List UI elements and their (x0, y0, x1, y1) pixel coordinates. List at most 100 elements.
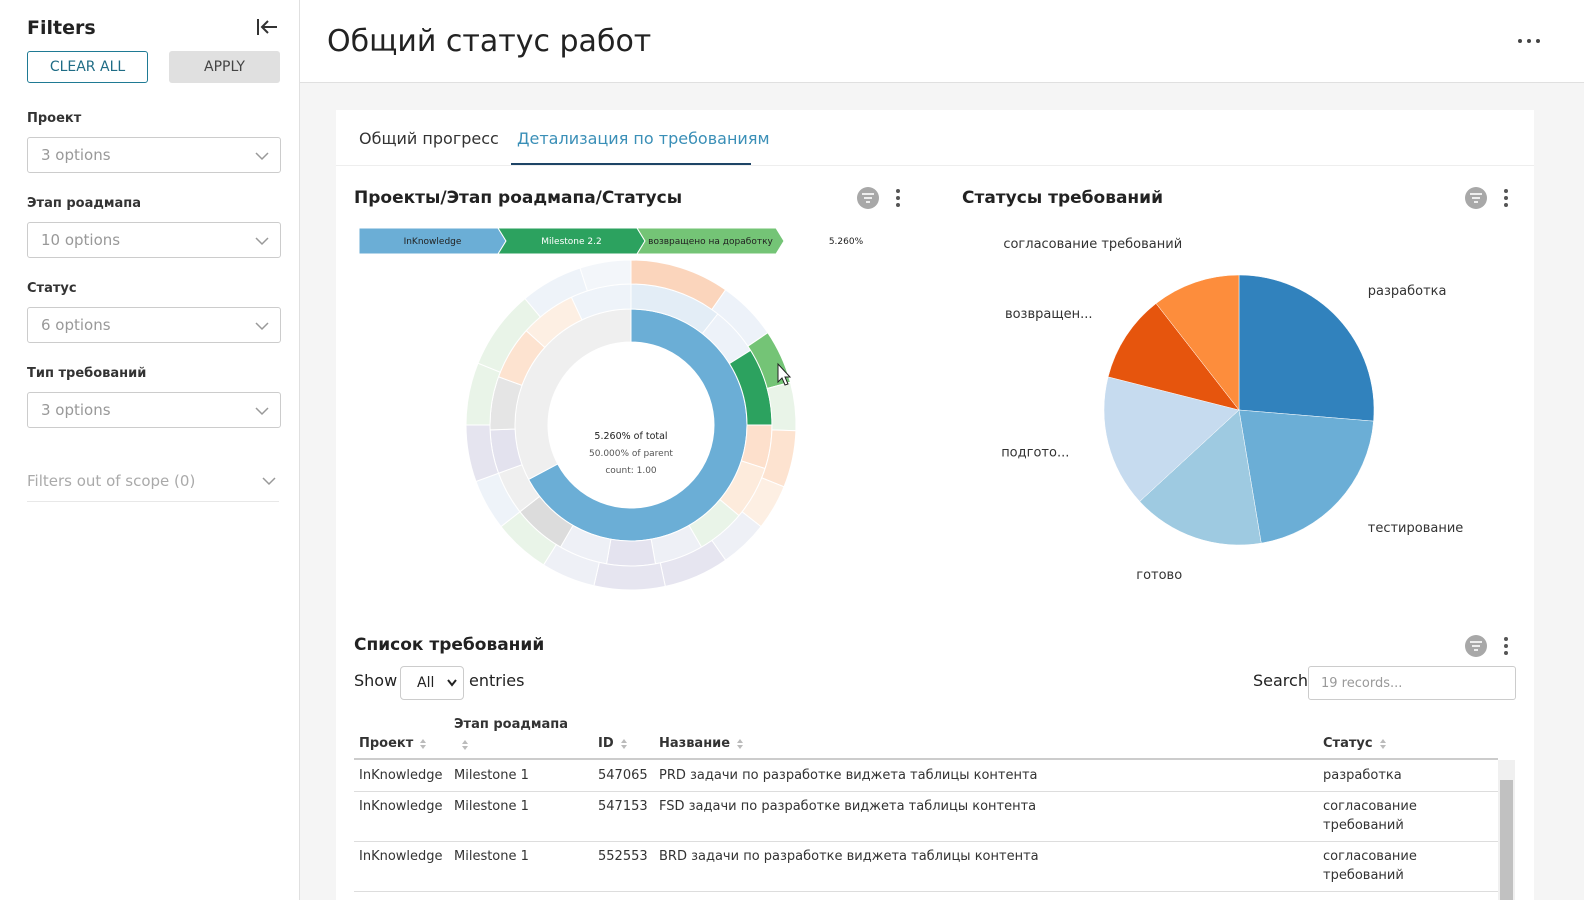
table-cell: Milestone 1 (454, 799, 529, 814)
tab-border (336, 165, 1534, 166)
chevron (255, 322, 269, 331)
sort-icon (737, 739, 743, 749)
dot (1504, 189, 1508, 193)
sunburst-arc (579, 259, 632, 292)
chevron-line (255, 407, 269, 416)
column-header[interactable]: Статус (1323, 736, 1373, 751)
pie-label: возвращен... (1005, 307, 1093, 322)
breadcrumb-label: Milestone 2.2 (541, 237, 601, 247)
tab-underline (511, 163, 751, 165)
sort-up (621, 739, 627, 743)
pie-label: готово (1136, 568, 1182, 583)
tab[interactable]: Общий прогресс (359, 129, 499, 148)
filter-placeholder: 3 options (41, 401, 111, 419)
pie-label: разработка (1368, 284, 1447, 299)
table-cell: BRD задачи по разработке виджета таблицы… (659, 849, 1039, 864)
pie-slice (1107, 303, 1240, 411)
table-title: Список требований (354, 635, 545, 655)
sidebar-title: Filters (27, 17, 96, 39)
table-cell: 552553 (598, 849, 648, 864)
menu-dots[interactable] (1517, 37, 1541, 45)
filter-placeholder: 10 options (41, 231, 121, 249)
filter-label: Тип требований (27, 366, 147, 381)
column-header[interactable]: Проект (359, 736, 414, 751)
sunburst-arc (593, 561, 666, 591)
center-label: count: 1.00 (605, 466, 657, 476)
chevron-line (255, 152, 269, 161)
chevron-line (255, 237, 269, 246)
filter-select[interactable]: 6 options (27, 307, 281, 343)
clear-all-button[interactable]: CLEAR ALL (27, 51, 148, 83)
filter-icon[interactable] (856, 186, 880, 210)
sort-up (737, 739, 743, 743)
search-placeholder: 19 records... (1321, 676, 1403, 691)
column-header[interactable]: ID (598, 736, 614, 751)
chart-title: Статусы требований (962, 188, 1164, 208)
scrollbar[interactable] (1498, 760, 1515, 900)
sort-up (462, 740, 468, 744)
pie-label: подгото... (1001, 445, 1069, 460)
scroll-thumb[interactable] (1500, 780, 1513, 900)
chevron (255, 152, 269, 161)
sidebar (0, 0, 300, 900)
sort-down (1380, 745, 1386, 749)
chart-title: Проекты/Этап роадмапа/Статусы (354, 188, 683, 208)
search-input[interactable]: 19 records... (1308, 666, 1516, 700)
divider (27, 501, 279, 502)
search-label: Search (1253, 671, 1308, 690)
filter-label: Статус (27, 281, 77, 296)
more-icon[interactable] (894, 188, 902, 208)
filter-placeholder: 3 options (41, 146, 111, 164)
column-header[interactable]: Этап роадмапа (454, 717, 569, 732)
apply-button[interactable]: APPLY (169, 51, 280, 83)
cursor (777, 362, 792, 386)
table-cell: PRD задачи по разработке виджета таблицы… (659, 768, 1038, 783)
out-of-scope[interactable]: Filters out of scope (0) (27, 472, 196, 490)
pie-slice (1103, 376, 1240, 502)
row-border (354, 841, 1498, 842)
breadcrumb-item (636, 227, 785, 255)
pie-chart: разработка тестирование готово подгото... во… (1001, 237, 1464, 583)
table-cell: InKnowledge (359, 799, 443, 814)
column-header[interactable]: Название (659, 736, 731, 751)
chevron (447, 679, 457, 687)
filter-icon[interactable] (1464, 186, 1488, 210)
table-cell: FSD задачи по разработке виджета таблицы… (659, 799, 1037, 814)
more-icon[interactable] (1502, 188, 1510, 208)
length-select[interactable]: All (400, 666, 464, 700)
pie-slice (1238, 409, 1374, 544)
row-border (354, 891, 1498, 892)
pie-label: тестирование (1368, 521, 1464, 536)
table-cell: согласование требований (1323, 849, 1417, 883)
dot (896, 196, 900, 200)
pie-slice (1139, 409, 1262, 546)
sunburst-chart: 5.260% of total 50.000% of parent count: 1… (358, 227, 864, 591)
breadcrumb-label: возвращено на доработку (648, 237, 773, 247)
header (300, 0, 1584, 83)
more-icon[interactable] (1502, 636, 1510, 656)
filter-select[interactable]: 10 options (27, 222, 281, 258)
sort-up (420, 739, 426, 743)
filter-select[interactable]: 3 options (27, 392, 281, 428)
sort-down (462, 746, 468, 750)
collapse-icon[interactable] (255, 17, 279, 37)
table-cell: согласование требований (1323, 799, 1417, 833)
tab-active[interactable]: Детализация по требованиям (517, 129, 770, 148)
sort-up (1380, 739, 1386, 743)
dot (1504, 651, 1508, 655)
dot (1504, 203, 1508, 207)
pie-slice (1238, 274, 1375, 422)
chevron (255, 237, 269, 246)
table-cell: InKnowledge (359, 849, 443, 864)
dot (1504, 637, 1508, 641)
filter-placeholder: 6 options (41, 316, 111, 334)
table-cell: Milestone 1 (454, 849, 529, 864)
filter-select[interactable]: 3 options (27, 137, 281, 173)
sort-down (737, 745, 743, 749)
sort-icon (420, 739, 426, 749)
table-cell: 547153 (598, 799, 648, 814)
dot (896, 203, 900, 207)
filter-icon[interactable] (1464, 634, 1488, 658)
sunburst-arc (605, 538, 657, 567)
